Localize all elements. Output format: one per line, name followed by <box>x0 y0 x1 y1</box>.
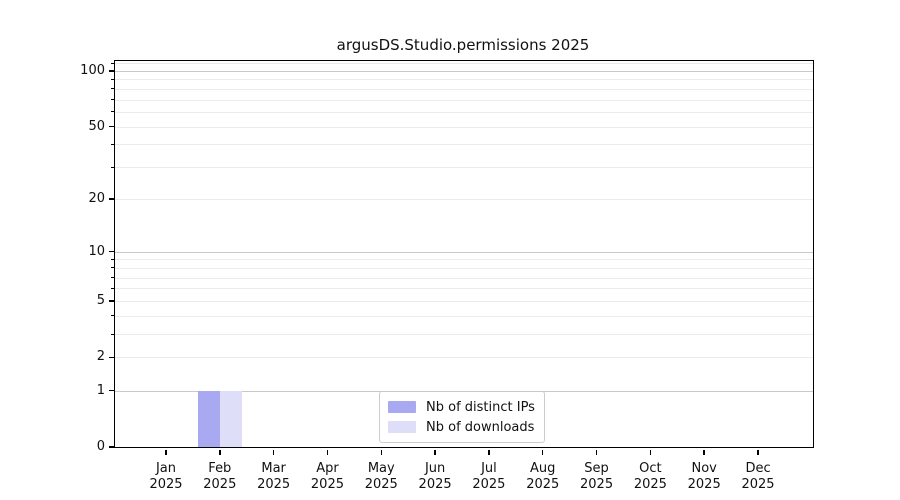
y-gridline-minor <box>115 315 813 317</box>
y-gridline-minor <box>115 259 813 261</box>
y-tick-minor <box>110 258 114 260</box>
x-tick-label-may: May 2025 <box>364 461 398 492</box>
x-tick <box>541 450 544 455</box>
x-tick <box>488 450 490 455</box>
x-tick-label-jul: Jul 2025 <box>472 461 506 492</box>
x-tick-label-aug: Aug 2025 <box>526 461 560 492</box>
y-gridline-minor <box>115 288 813 290</box>
y-tick <box>108 300 114 302</box>
y-gridline-minor <box>115 267 813 269</box>
y-tick <box>108 250 114 253</box>
x-tick-label-apr: Apr 2025 <box>310 461 344 492</box>
y-tick-minor <box>110 166 114 168</box>
y-gridline-major <box>115 251 813 253</box>
y-tick-label: 0 <box>96 439 105 454</box>
y-tick <box>108 446 114 448</box>
y-tick <box>108 125 114 128</box>
x-tick <box>595 450 598 455</box>
y-tick-minor <box>110 267 114 269</box>
x-tick <box>165 450 167 455</box>
y-tick <box>108 198 114 200</box>
y-tick-label: 20 <box>88 190 105 206</box>
y-tick-minor <box>110 111 114 113</box>
y-tick-minor <box>110 62 114 64</box>
y-gridline-minor <box>115 111 813 113</box>
chart-legend: Nb of distinct IPs Nb of downloads <box>379 391 545 443</box>
y-tick-label: 50 <box>88 118 105 134</box>
y-tick-minor <box>110 88 114 90</box>
y-tick-minor <box>110 99 114 101</box>
legend-swatch <box>388 421 416 433</box>
x-tick <box>326 450 329 455</box>
y-gridline <box>115 357 813 359</box>
y-gridline-major <box>115 390 813 392</box>
y-tick-minor <box>110 143 114 145</box>
y-gridline <box>115 198 813 200</box>
y-tick-minor <box>110 287 114 289</box>
legend-entry: Nb of downloads <box>388 417 535 437</box>
y-tick-label: 5 <box>96 292 105 308</box>
y-tick-label: 10 <box>88 243 105 259</box>
x-tick <box>272 450 275 455</box>
x-tick-label-nov: Nov 2025 <box>687 461 721 492</box>
y-gridline-minor <box>115 88 813 90</box>
y-gridline-major <box>115 70 813 72</box>
bar-nb-of-downloads <box>219 390 242 447</box>
legend-entry: Nb of distinct IPs <box>388 397 535 417</box>
x-tick-label-feb: Feb 2025 <box>203 461 237 492</box>
x-tick-label-jun: Jun 2025 <box>418 461 452 492</box>
x-tick <box>380 450 383 455</box>
x-tick <box>703 450 705 455</box>
y-gridline-minor <box>115 63 813 65</box>
legend-swatch <box>388 401 416 413</box>
x-tick <box>434 450 436 455</box>
legend-label: Nb of distinct IPs <box>426 399 535 415</box>
x-tick-label-dec: Dec 2025 <box>741 461 775 492</box>
y-tick-label: 1 <box>96 382 105 398</box>
y-gridline-minor <box>115 144 813 146</box>
y-tick <box>108 356 114 359</box>
y-gridline-minor <box>115 334 813 336</box>
x-tick-label-sep: Sep 2025 <box>580 461 614 492</box>
y-tick <box>108 389 114 392</box>
y-gridline-minor <box>115 167 813 169</box>
x-tick-label-oct: Oct 2025 <box>633 461 667 492</box>
y-gridline-minor <box>115 99 813 101</box>
y-tick-label: 100 <box>80 62 105 78</box>
y-gridline-minor <box>115 79 813 81</box>
y-tick-minor <box>110 78 114 80</box>
x-tick-label-jan: Jan 2025 <box>149 461 183 492</box>
bar-nb-of-distinct-ips <box>198 390 220 447</box>
x-tick <box>649 450 652 455</box>
y-gridline <box>115 126 813 128</box>
y-gridline <box>115 300 813 302</box>
y-tick-minor <box>110 315 114 317</box>
legend-label: Nb of downloads <box>426 419 535 435</box>
y-tick-minor <box>110 333 114 335</box>
x-tick <box>219 450 221 455</box>
x-tick-label-mar: Mar 2025 <box>257 461 291 492</box>
y-gridline-minor <box>115 277 813 279</box>
plot-area: Nb of distinct IPs Nb of downloads 0 1 2 5 10… <box>80 60 814 492</box>
y-tick-minor <box>110 277 114 279</box>
chart-title: argusDS.Studio.permissions 2025 <box>336 36 590 54</box>
y-tick <box>108 70 114 72</box>
y-tick-label: 2 <box>96 349 105 365</box>
x-tick <box>757 450 759 455</box>
